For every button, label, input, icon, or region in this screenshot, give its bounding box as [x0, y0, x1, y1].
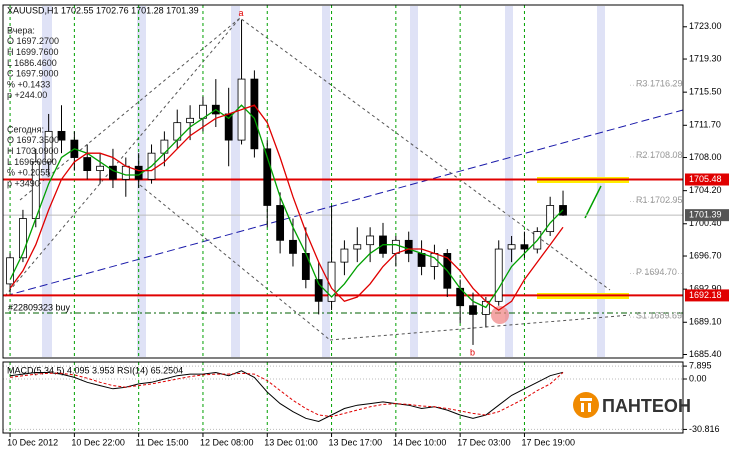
x-tick-label: 13 Dec 01:00: [264, 437, 318, 447]
candle-body: [19, 218, 27, 259]
info-line: L 1686.4600: [7, 58, 57, 68]
candle-body: [186, 117, 195, 124]
main-pane: XAUUSD,H1 1702.55 1702.76 1701.28 1701.3…: [3, 5, 729, 447]
candle-body: [340, 248, 349, 263]
candle-body: [250, 78, 259, 150]
candle-body: [520, 244, 529, 250]
pivot-label: R1 1702.95: [636, 195, 683, 205]
info-line: H 1699.7600: [7, 47, 59, 57]
info-line: p +3490: [7, 178, 40, 188]
indicator-line: [10, 372, 564, 418]
info-line: % +0.1433: [7, 79, 50, 89]
macd-frame: [2, 361, 684, 434]
info-line: H 1703.0900: [7, 146, 59, 156]
moving-average: [9, 104, 564, 309]
y-tick-label: 7.895: [689, 360, 712, 370]
y-tick-label: 1696.70: [689, 250, 722, 260]
y-tick-label: 1708.00: [689, 152, 722, 162]
macd-pane: MACD(5,34,5) 4.095 3.953 RSI(14) 65.2504…: [3, 360, 720, 434]
current-price-label: 1701.39: [689, 210, 722, 220]
x-tick-label: 14 Dec 10:00: [393, 437, 447, 447]
info-line: % +0.2055: [7, 168, 50, 178]
info-line: C 1697.9000: [7, 69, 59, 79]
x-tick-label: 17 Dec 03:00: [457, 437, 511, 447]
indicator-line: [10, 370, 564, 423]
info-line: Вчера:: [7, 25, 35, 35]
y-tick-label: 1719.30: [689, 53, 722, 63]
candle-body: [366, 235, 375, 246]
current-price-box: [685, 209, 729, 222]
indicator-title: MACD(5,34,5) 4.095 3.953 RSI(14) 65.2504: [7, 365, 183, 375]
candle-body: [546, 205, 555, 233]
brand-name: ПАНТЕОН: [602, 396, 691, 416]
candle-body: [417, 253, 426, 267]
candle-body: [44, 130, 53, 163]
x-tick-label: 17 Dec 19:00: [521, 437, 575, 447]
candle-body: [353, 244, 362, 250]
x-tick-label: 10 Dec 22:00: [71, 437, 125, 447]
level-box: [685, 173, 729, 186]
level-label: 1705.48: [689, 174, 722, 184]
candle-body: [314, 279, 323, 302]
y-tick-label: 1689.10: [689, 317, 722, 327]
candle-body: [507, 244, 516, 250]
y-tick-label: 1715.50: [689, 87, 722, 97]
x-tick-label: 13 Dec 17:00: [329, 437, 383, 447]
candle-body: [404, 239, 413, 254]
wave-label: a: [239, 8, 244, 18]
x-tick-label: 12 Dec 08:00: [200, 437, 254, 447]
chart-title: XAUUSD,H1 1702.55 1702.76 1701.28 1701.3…: [7, 5, 199, 15]
y-tick-label: 1704.20: [689, 185, 722, 195]
info-line: Сегодня:: [7, 124, 44, 134]
y-tick-label: 1685.40: [689, 349, 722, 359]
candle-body: [494, 248, 503, 302]
y-tick-label: 1692.90: [689, 284, 722, 294]
pivot-label: P 1694.70: [636, 267, 677, 277]
candle-body: [263, 148, 272, 206]
info-line: O 1697.2700: [7, 36, 59, 46]
candle-body: [289, 239, 297, 254]
info-line: p +244.00: [7, 90, 47, 100]
order-label: #22809323 buy: [8, 302, 71, 312]
candle-body: [6, 257, 14, 285]
info-line: L 1696.0600: [7, 157, 57, 167]
y-tick-label: 1711.70: [689, 120, 721, 130]
moving-average: [9, 104, 564, 311]
main-frame: [2, 4, 684, 359]
x-tick-label: 10 Dec 2012: [7, 437, 58, 447]
candle-body: [391, 239, 400, 254]
candle-body: [96, 165, 104, 172]
candle-body: [469, 305, 477, 315]
candle-body: [276, 205, 285, 241]
level-box: [685, 289, 729, 302]
x-tick-label: 11 Dec 15:00: [136, 437, 189, 447]
candle-body: [109, 165, 117, 180]
pivot-label: R3 1716.29: [636, 79, 683, 89]
wave-label: b: [470, 347, 475, 357]
y-tick-label: 1700.40: [689, 218, 722, 228]
candle-body: [121, 165, 130, 180]
candle-body: [301, 253, 310, 280]
y-tick-label: 0.00: [689, 373, 707, 383]
candle-body: [83, 157, 92, 172]
level-label: 1692.18: [689, 290, 722, 300]
candle-body: [57, 130, 66, 141]
brand-logo: ПАНТЕОН: [573, 392, 691, 418]
info-line: O 1697.3500: [7, 135, 59, 145]
pivot-label: R2 1708.08: [636, 150, 683, 160]
y-tick-label: 1723.00: [689, 21, 722, 31]
y-tick-label: -30.816: [689, 424, 720, 434]
pivot-label: S1 1689.69: [636, 310, 682, 320]
